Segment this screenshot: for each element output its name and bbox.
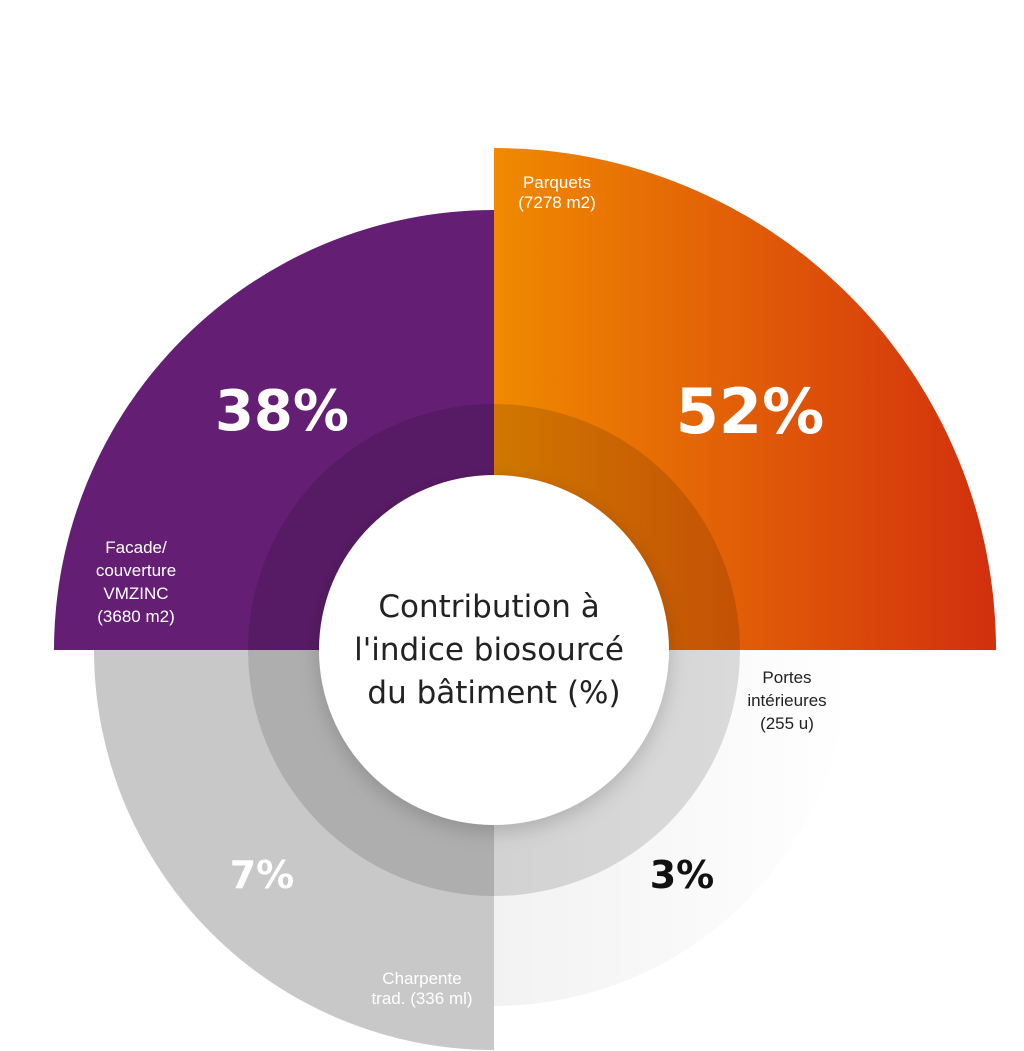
category-label-parquets: Parquets (7278 m2) xyxy=(518,173,595,212)
category-label-line: (7278 m2) xyxy=(518,193,595,212)
value-label-parquets: 52% xyxy=(676,375,824,448)
chart-title-line: l'indice biosourcé xyxy=(354,632,624,668)
category-label-line: VMZINC xyxy=(103,584,168,603)
chart-title-line: du bâtiment (%) xyxy=(367,675,620,711)
category-label-charpente: Charpente trad. (336 ml) xyxy=(371,969,472,1008)
category-label-line: (255 u) xyxy=(760,714,814,733)
value-label-facade: 38% xyxy=(215,379,349,444)
category-label-line: Parquets xyxy=(523,173,591,192)
category-label-line: (3680 m2) xyxy=(97,607,174,626)
category-label-line: Portes xyxy=(762,668,811,687)
slice-parquets xyxy=(494,148,996,650)
category-label-line: Facade/ xyxy=(105,538,167,557)
value-label-charpente: 7% xyxy=(230,853,295,897)
category-label-line: trad. (336 ml) xyxy=(371,989,472,1008)
category-label-portes: Portes intérieures (255 u) xyxy=(747,668,826,733)
category-label-facade: Facade/couverture VMZINC (3680 m2) xyxy=(96,538,176,626)
category-label-line: couverture xyxy=(96,561,176,580)
category-label-line: intérieures xyxy=(747,691,826,710)
center-disc xyxy=(319,475,669,825)
chart-title: Contribution à l'indice biosourcé du bât… xyxy=(354,589,634,711)
category-label-line: Charpente xyxy=(382,969,461,988)
chart-title-line: Contribution à xyxy=(378,589,599,625)
value-label-portes: 3% xyxy=(650,853,715,897)
